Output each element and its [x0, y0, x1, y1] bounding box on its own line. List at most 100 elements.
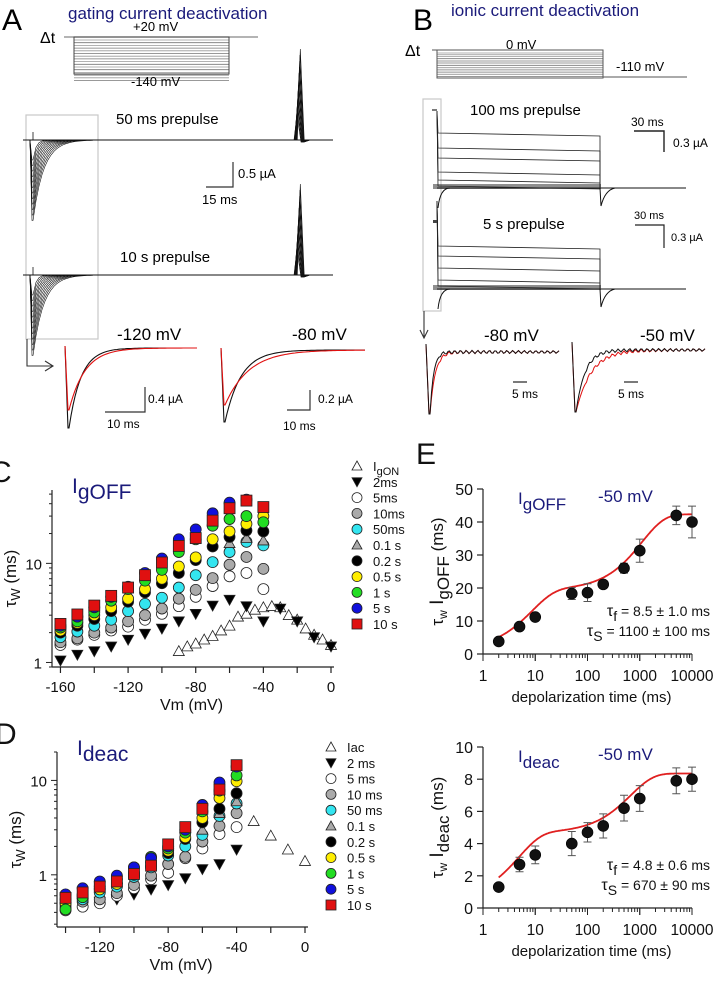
scale-b1-time: 30 ms [631, 115, 664, 129]
fit-annotation: τS = 670 ± 90 ms [601, 877, 710, 898]
zoom-region-box-b [422, 98, 442, 312]
data-point-10-s [54, 618, 67, 630]
data-point-10-s [59, 891, 72, 904]
data-point-10-s [71, 608, 84, 621]
data-point-2ms [307, 632, 321, 644]
legend-label: 0.5 s [347, 851, 376, 866]
data-point-group [686, 766, 698, 792]
data-point-group [597, 578, 610, 591]
data-point-10-s [257, 501, 270, 513]
protocol-b-bottom-voltage: -110 mV [616, 59, 664, 74]
red-trace [425, 343, 560, 415]
data-point [597, 578, 610, 591]
panel-a-title: gating current deactivation [68, 4, 267, 23]
data-point-2-ms [196, 864, 209, 876]
data-point-10-ms [179, 850, 192, 863]
chart-title: IgOFF [518, 489, 566, 514]
data-point [351, 571, 363, 582]
data-point-10ms [240, 551, 253, 563]
data-point [618, 562, 630, 575]
data-point-igon [299, 622, 312, 634]
data-point [597, 820, 610, 832]
legend-item: 1 s [325, 866, 365, 881]
data-point-1-s [257, 516, 270, 529]
x-tick-label: -120 [85, 939, 115, 956]
protocol-step-box [73, 36, 230, 75]
ionic-trace [436, 110, 601, 190]
x-tick-label: 100 [575, 922, 601, 939]
data-point-0.2-s [213, 802, 226, 815]
x-tick-label: 100 [575, 668, 601, 685]
data-point-2ms [138, 628, 152, 641]
data-point-1-s [59, 903, 72, 916]
data-point [325, 899, 337, 911]
data-point-iac [281, 843, 295, 855]
gating-trace [29, 139, 94, 216]
legend-label: 5 s [347, 882, 365, 897]
data-point [513, 620, 526, 633]
data-point-10-s [156, 556, 168, 569]
data-point-0.1-s [230, 795, 243, 807]
scale-current-label: 0.5 µA [238, 166, 276, 181]
data-point-10-s [206, 514, 219, 527]
data-point-50ms [189, 569, 202, 582]
y-axis-label: τW (ms) [1, 550, 23, 608]
data-point [325, 804, 337, 816]
legend-label: IgON [373, 459, 399, 478]
data-point-10-s [76, 886, 89, 899]
data-point [581, 586, 594, 599]
data-point-group [686, 505, 698, 539]
y-tick-label: 10 [455, 740, 473, 757]
data-point-group [618, 794, 630, 822]
x-tick-label: 1000 [623, 922, 658, 939]
data-point-group [670, 767, 683, 795]
inset-b2-voltage: -50 mV [640, 326, 695, 345]
legend-item: 5ms [351, 491, 398, 506]
inset-a2-voltage: -80 mV [292, 325, 347, 344]
inset-a2-time: 10 ms [283, 419, 316, 433]
y-axis-label: τw IgOFF (ms) [427, 517, 453, 625]
panel-letter: C [0, 456, 12, 489]
scale-b2-current: 0.3 µA [671, 232, 704, 244]
data-point-group [492, 881, 505, 893]
data-point-group [633, 538, 646, 563]
data-point [492, 881, 505, 893]
x-tick-label: -80 [157, 939, 179, 956]
data-point-2ms [223, 594, 236, 607]
data-point-group [529, 845, 542, 865]
x-axis-label: Vm (mV) [160, 697, 223, 714]
y-tick-label: 30 [455, 548, 473, 565]
data-point [351, 477, 363, 488]
panel-a-letter: A [2, 4, 22, 37]
data-point-10-s [196, 802, 209, 815]
data-point-group [670, 505, 683, 526]
fit-annotation: τf = 8.5 ± 1.0 ms [607, 603, 710, 624]
off-spike-trace [297, 48, 311, 143]
data-point-group [618, 562, 630, 575]
off-spike-trace [297, 183, 311, 278]
data-point [513, 858, 526, 871]
legend-item: 5 ms [325, 772, 376, 787]
ionic-trace [436, 200, 601, 289]
fit-annotation: τf = 4.8 ± 0.6 ms [607, 857, 710, 878]
data-point-group [565, 587, 578, 601]
black-trace [64, 345, 197, 429]
ionic-trace [436, 200, 601, 289]
data-point [670, 775, 683, 787]
data-point-group [565, 831, 578, 857]
data-point-group [513, 620, 526, 633]
data-point-10-s [240, 494, 253, 507]
data-point-5ms [240, 567, 253, 579]
black-trace [425, 343, 560, 415]
gating-trace [29, 274, 93, 334]
y-tick-label: 4 [464, 837, 473, 854]
data-point-0.1-s [257, 534, 270, 546]
y-tick-label: 0 [464, 647, 473, 664]
x-tick-label: -40 [253, 679, 275, 696]
y-tick-label: 6 [464, 804, 473, 821]
series-2ms [54, 594, 338, 667]
legend-label: 10 s [373, 617, 398, 632]
x-tick-label: 10 [527, 922, 545, 939]
legend-label: 1 s [373, 585, 391, 600]
data-point [529, 849, 542, 861]
